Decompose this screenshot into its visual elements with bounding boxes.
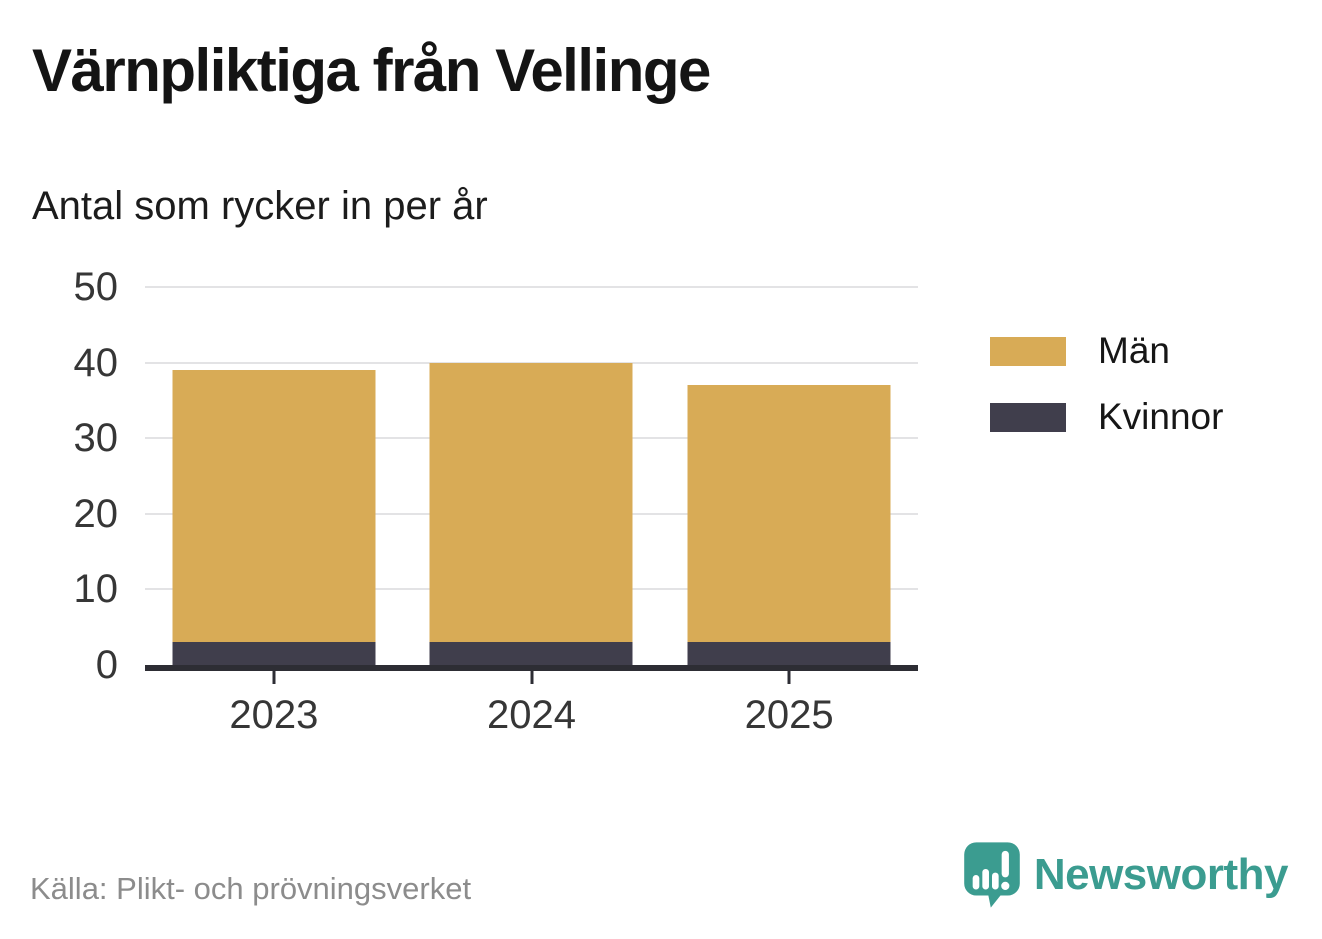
legend-swatch-män	[990, 336, 1066, 366]
legend-label-män: Män	[1098, 330, 1170, 371]
bar-segment-män-2023	[172, 370, 376, 643]
x-tick-label-2024: 2024	[487, 693, 576, 737]
newsworthy-bubble-icon	[964, 842, 1020, 908]
newsworthy-wordmark: Newsworthy	[1033, 850, 1289, 899]
legend-swatch-kvinnor	[990, 402, 1066, 432]
stacked-bar-2024	[429, 287, 633, 665]
y-tick-label-20: 20	[73, 491, 119, 536]
bar-segment-män-2025	[687, 385, 891, 643]
y-tick-label-30: 30	[73, 416, 119, 461]
y-axis-labels: 0 10 20 30 40 50	[0, 267, 119, 685]
x-tick-2023	[272, 671, 276, 684]
x-tick-label-2025: 2025	[744, 693, 834, 737]
y-tick-label-0: 0	[95, 643, 118, 687]
newsworthy-logo: Newsworthy	[963, 841, 1289, 909]
chart-legend: Män Kvinnor	[990, 331, 1223, 463]
bar-segment-kvinnor-2024	[429, 642, 633, 665]
y-tick-label-10: 10	[73, 567, 119, 612]
source-note: Källa: Plikt- och prövningsverket	[30, 871, 472, 906]
bar-band-2025	[660, 287, 918, 665]
y-tick-label-50: 50	[73, 265, 119, 309]
legend-label-kvinnor: Kvinnor	[1098, 396, 1224, 437]
bar-segment-kvinnor-2025	[687, 642, 891, 665]
stacked-bar-2023	[172, 287, 376, 665]
chart-subtitle: Antal som rycker in per år	[32, 184, 488, 228]
legend-row-män: Män	[990, 331, 1223, 371]
bar-band-2023	[145, 287, 403, 665]
bar-segment-kvinnor-2023	[172, 642, 376, 665]
stacked-bar-2025	[687, 287, 891, 665]
legend-row-kvinnor: Kvinnor	[990, 397, 1223, 437]
x-tick-2024	[530, 671, 533, 684]
gridline-50	[145, 286, 918, 288]
bar-band-2024	[403, 287, 661, 665]
x-tick-2025	[787, 671, 791, 684]
x-tick-label-2023: 2023	[229, 693, 319, 737]
chart-title: Värnpliktiga från Vellinge	[32, 37, 711, 104]
bar-segment-män-2024	[429, 362, 633, 643]
plot-area	[145, 286, 918, 671]
y-tick-label-40: 40	[73, 340, 119, 385]
x-axis-labels: 2023 2024 2025	[145, 671, 918, 746]
